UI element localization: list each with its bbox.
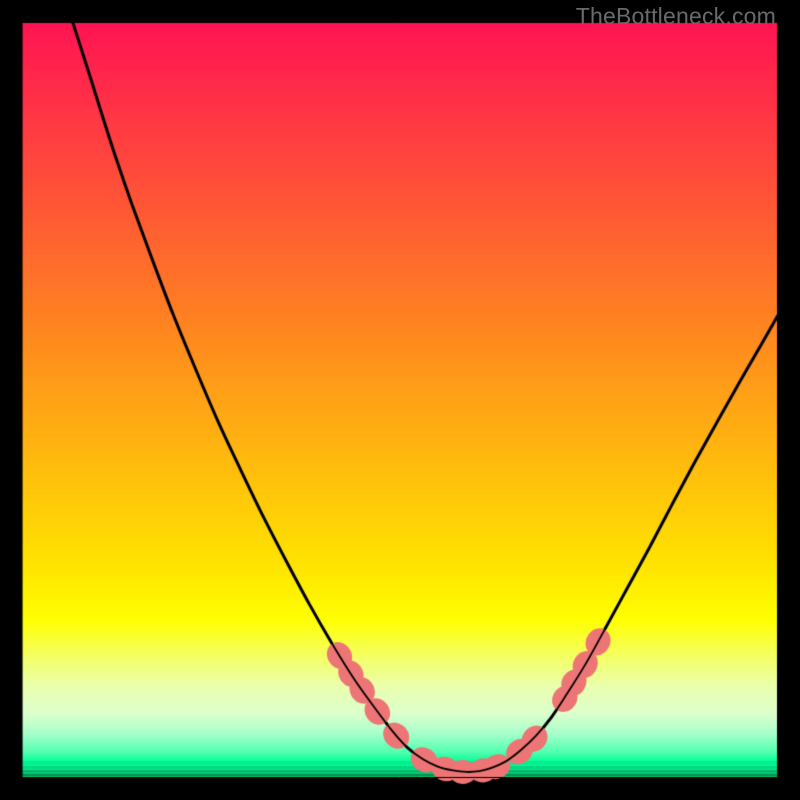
bottleneck-curve-chart	[0, 0, 800, 800]
chart-stage: TheBottleneck.com	[0, 0, 800, 800]
